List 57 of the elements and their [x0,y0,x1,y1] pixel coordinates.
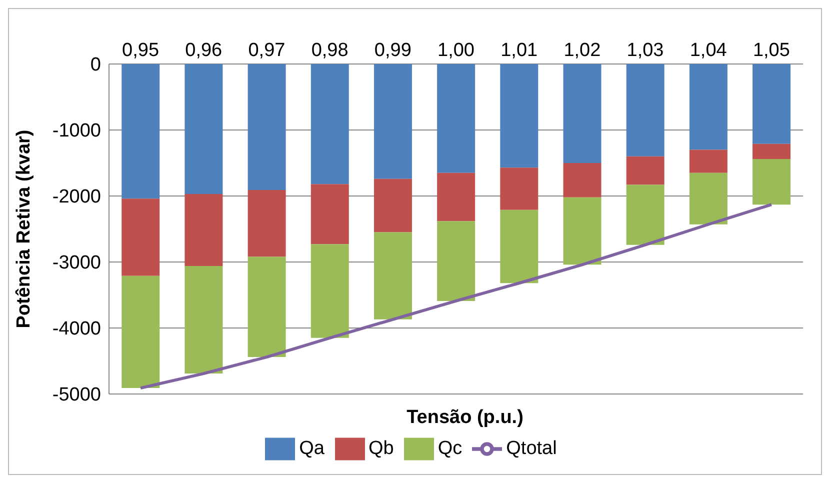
x-tick-label: 1,05 [752,40,790,61]
x-tick-label: 0,99 [374,40,412,61]
bar [122,64,160,199]
y-tick-label: -5000 [52,384,101,406]
bar [500,168,538,210]
bar [310,64,349,184]
bar [437,221,476,301]
y-tick-label: -1000 [52,120,101,142]
bar [500,64,538,168]
bar [626,156,664,185]
x-tick-label: 0,98 [311,40,348,61]
legend-label: Qb [368,438,394,460]
bar [374,232,412,320]
bar [563,163,602,198]
y-tick-label: -4000 [52,318,101,340]
bar [752,64,791,144]
x-tick-label: 1,01 [500,40,538,61]
bar [122,198,160,276]
bar [752,159,791,205]
bar [374,178,412,232]
bar [184,64,223,194]
legend-label: Qc [438,438,462,460]
bar [248,256,286,358]
x-axis-title: Tensão (p.u.) [406,407,524,429]
x-tick-label: 1,00 [438,40,474,61]
y-tick-label: 0 [90,54,101,76]
x-tick-label: 1,02 [564,40,601,61]
legend-label: Qtotal [506,438,557,460]
x-tick-label: 1,04 [690,40,728,61]
x-tick-label: 0,95 [122,40,160,61]
bar [626,184,664,245]
bar [563,64,602,163]
bar [626,64,664,156]
bar [500,210,538,284]
bar [310,244,349,338]
x-tick-label: 0,96 [185,40,222,61]
bar [122,276,160,388]
bar [374,64,412,179]
bar [310,184,349,244]
bar [689,172,728,224]
y-tick-label: -2000 [52,186,101,208]
line-series [139,203,773,390]
bar [437,64,476,173]
y-tick-label: -3000 [52,252,101,274]
bar [689,64,728,150]
bar [752,144,791,160]
x-tick-label: 1,03 [626,40,664,61]
y-axis-title: Potência Retiva (kvar) [14,130,35,328]
bar [248,190,286,257]
legend-label: Qa [299,438,324,460]
bar [689,150,728,173]
bar [437,172,476,222]
bar [184,194,223,266]
bar [184,266,223,374]
x-tick-label: 0,97 [248,40,286,61]
bar [563,197,602,265]
bar [248,64,286,190]
